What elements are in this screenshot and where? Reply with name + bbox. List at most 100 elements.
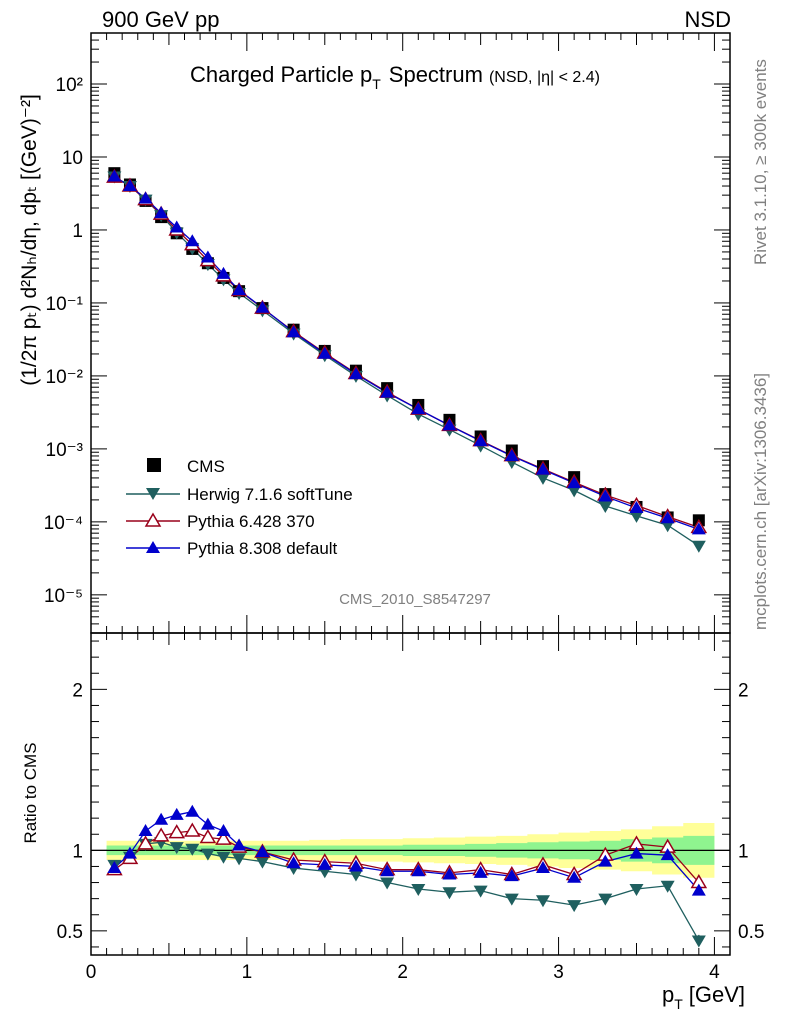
ratio-point-pythia6 — [183, 822, 201, 837]
ratio-point-pythia6 — [152, 827, 170, 842]
main-point-pythia8 — [200, 250, 215, 263]
ratio-plot-frame — [90, 632, 731, 956]
ratio-point-herwig — [169, 842, 184, 855]
ratio-data-layer — [106, 804, 708, 948]
legend-pythia6-label: Pythia 6.428 370 — [187, 512, 315, 531]
legend-pythia8-label: Pythia 8.308 default — [187, 539, 338, 558]
legend-pythia8-marker — [146, 541, 160, 553]
main-point-pythia8 — [629, 500, 644, 513]
ratio-point-pythia8 — [535, 861, 550, 874]
ratio-point-pythia6 — [137, 835, 154, 850]
ratio-point-pythia6 — [199, 828, 217, 844]
ratio-point-pythia8 — [598, 854, 613, 867]
header-right-label: NSD — [685, 7, 731, 32]
ratio-point-pythia8 — [169, 807, 184, 820]
main-y-tick-label: 10⁻⁵ — [44, 586, 83, 607]
ratio-y-tick-label: 2 — [72, 680, 83, 701]
main-point-pythia8 — [216, 266, 231, 279]
main-point-pythia8 — [473, 434, 488, 447]
main-point-pythia8 — [442, 418, 457, 431]
main-y-tick-label: 1 — [72, 221, 83, 242]
chart-title-sub: T — [372, 76, 381, 92]
main-y-tick-label: 10 — [62, 148, 83, 169]
main-point-pythia8 — [380, 385, 395, 398]
ratio-y-tick-label-right: 2 — [738, 680, 749, 701]
ratio-point-pythia8 — [629, 846, 644, 859]
legend-herwig-label: Herwig 7.1.6 softTune — [187, 485, 353, 504]
ratio-point-herwig — [535, 895, 550, 908]
main-point-pythia8 — [169, 220, 184, 233]
ratio-point-pythia6 — [168, 824, 186, 839]
main-point-pythia8 — [567, 476, 582, 489]
chart-title-tail: Spectrum — [389, 62, 483, 87]
x-axis-label: pT [GeV] — [662, 982, 745, 1012]
x-tick-label: 4 — [709, 962, 720, 983]
main-point-pythia8 — [138, 191, 153, 204]
ratio-point-herwig — [442, 887, 457, 900]
rivet-version-label: Rivet 3.1.10, ≥ 300k events — [751, 59, 770, 265]
ratio-point-pythia8 — [317, 857, 332, 870]
main-point-pythia8 — [535, 462, 550, 475]
main-point-pythia8 — [691, 522, 706, 535]
ratio-point-herwig — [380, 877, 395, 890]
main-y-tick-label: 10² — [56, 75, 83, 96]
ratio-point-pythia8 — [122, 846, 137, 859]
ratio-point-pythia8 — [154, 812, 169, 825]
ratio-point-herwig — [216, 851, 231, 864]
mcplots-source-label: mcplots.cern.ch [arXiv:1306.3436] — [751, 373, 770, 630]
x-axis-label-main: p — [662, 982, 674, 1007]
main-point-pythia8 — [185, 234, 200, 247]
ratio-point-herwig — [504, 893, 519, 906]
legend: CMS Herwig 7.1.6 softTune Pythia 6.428 3… — [126, 457, 353, 558]
ratio-point-pythia6 — [215, 830, 232, 845]
ratio-point-pythia8 — [216, 824, 231, 837]
x-tick-label: 2 — [397, 962, 408, 983]
ratio-point-pythia8 — [286, 856, 301, 869]
main-point-herwig — [691, 540, 706, 553]
main-y-tick-label: 10⁻⁴ — [44, 513, 83, 534]
ratio-y-tick-label-right: 0.5 — [738, 922, 764, 943]
ratio-point-herwig — [567, 900, 582, 913]
legend-cms-label: CMS — [187, 457, 225, 476]
ratio-point-pythia8 — [504, 869, 519, 882]
legend-herwig-marker — [146, 488, 160, 500]
main-point-pythia8 — [660, 511, 675, 524]
x-axis-label-unit: [GeV] — [689, 982, 745, 1007]
ratio-point-herwig — [629, 883, 644, 896]
main-point-pythia8 — [504, 448, 519, 461]
legend-cms-marker — [147, 458, 161, 472]
main-point-pythia8 — [348, 367, 363, 380]
ratio-point-herwig — [411, 883, 426, 896]
ratio-point-pythia8 — [255, 844, 270, 857]
ratio-point-pythia8 — [660, 848, 675, 861]
ratio-y-axis-label: Ratio to CMS — [21, 742, 40, 843]
main-point-pythia8 — [286, 325, 301, 338]
ratio-point-pythia8 — [567, 870, 582, 883]
legend-pythia6-marker — [144, 512, 162, 527]
ratio-y-tick-label: 1 — [72, 841, 83, 862]
main-point-pythia8 — [255, 300, 270, 313]
main-point-herwig — [629, 510, 644, 523]
main-line-pythia8 — [114, 175, 700, 530]
main-point-pythia8 — [411, 402, 426, 415]
main-data-layer — [106, 167, 708, 553]
main-point-pythia8 — [107, 169, 122, 182]
ratio-point-pythia8 — [380, 864, 395, 877]
ratio-point-pythia8 — [138, 824, 153, 837]
main-point-herwig — [567, 485, 582, 498]
ratio-point-herwig — [660, 880, 675, 893]
main-point-pythia8 — [598, 489, 613, 502]
ratio-point-herwig — [200, 848, 215, 861]
x-tick-label: 1 — [242, 962, 253, 983]
x-tick-label: 3 — [553, 962, 564, 983]
x-axis-label-sub: T — [674, 996, 683, 1012]
ratio-point-pythia8 — [200, 817, 215, 830]
ratio-point-pythia8 — [442, 867, 457, 880]
main-point-herwig — [535, 472, 550, 485]
main-y-axis-label: (1/2π pₜ) d²Nₕ/dη, dpₜ [(GeV)⁻²] — [18, 94, 41, 386]
chart-title-extra: (NSD, |η| < 2.4) — [489, 69, 600, 86]
ratio-point-herwig — [473, 885, 488, 898]
ratio-point-pythia8 — [232, 838, 247, 851]
x-tick-label: 0 — [86, 962, 97, 983]
ratio-point-pythia8 — [691, 883, 706, 896]
